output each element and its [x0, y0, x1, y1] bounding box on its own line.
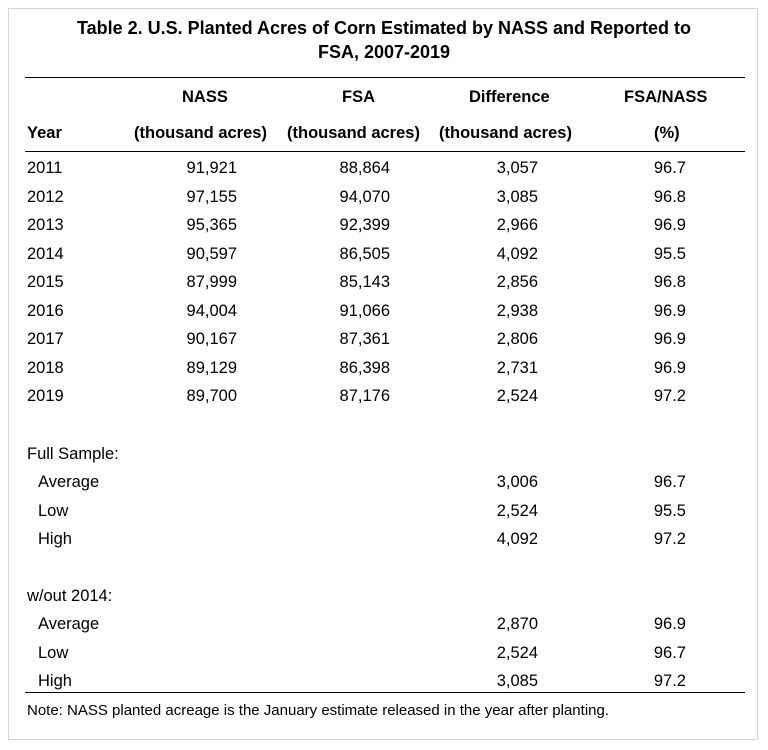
difference-cell: 2,870 — [496, 615, 538, 633]
nass-cell: 87,999 — [186, 273, 237, 291]
header-fsa-nass: FSA/NASS — [624, 88, 708, 106]
fsa-nass-pct-cell: 96.8 — [653, 273, 686, 291]
year-cell: 2016 — [27, 302, 64, 320]
year-cell: 2014 — [27, 245, 64, 263]
title-line-1: Table 2. U.S. Planted Acres of Corn Esti… — [76, 18, 692, 38]
group-label: Full Sample: — [27, 445, 119, 463]
stat-label: Average — [38, 473, 100, 491]
header-pct-unit: (%) — [654, 124, 680, 142]
difference-cell: 3,006 — [496, 473, 538, 491]
header-rule — [25, 151, 745, 152]
year-cell: 2013 — [27, 216, 64, 234]
year-cell: 2012 — [27, 188, 64, 206]
difference-cell: 2,731 — [496, 359, 538, 377]
table-title: Table 2. U.S. Planted Acres of Corn Esti… — [0, 16, 768, 64]
year-cell: 2011 — [27, 159, 63, 177]
fsa-nass-pct-cell: 96.9 — [653, 359, 686, 377]
top-rule — [25, 77, 745, 78]
stat-label: Low — [38, 502, 69, 520]
stat-label: High — [38, 672, 72, 690]
stat-label: Low — [38, 644, 69, 662]
year-cell: 2015 — [27, 273, 64, 291]
fsa-cell: 88,864 — [339, 159, 390, 177]
nass-cell: 89,700 — [186, 387, 237, 405]
nass-cell: 89,129 — [186, 359, 237, 377]
fsa-nass-pct-cell: 97.2 — [653, 387, 686, 405]
title-line-2: FSA, 2007-2019 — [317, 42, 451, 62]
header-difference: Difference — [469, 88, 550, 106]
fsa-nass-pct-cell: 95.5 — [653, 502, 686, 520]
year-cell: 2019 — [27, 387, 64, 405]
nass-cell: 94,004 — [186, 302, 237, 320]
fsa-nass-pct-cell: 96.9 — [653, 615, 686, 633]
header-nass-unit: (thousand acres) — [134, 124, 267, 142]
difference-cell: 3,085 — [496, 672, 538, 690]
year-cell: 2017 — [27, 330, 64, 348]
fsa-nass-pct-cell: 96.7 — [653, 644, 686, 662]
fsa-nass-pct-cell: 96.7 — [653, 159, 686, 177]
difference-cell: 2,524 — [496, 387, 538, 405]
difference-cell: 2,806 — [496, 330, 538, 348]
bottom-rule — [25, 692, 745, 693]
fsa-cell: 91,066 — [339, 302, 390, 320]
nass-cell: 95,365 — [186, 216, 237, 234]
difference-cell: 2,966 — [496, 216, 538, 234]
year-cell: 2018 — [27, 359, 64, 377]
fsa-nass-pct-cell: 97.2 — [653, 672, 686, 690]
difference-cell: 2,524 — [496, 644, 538, 662]
nass-cell: 91,921 — [186, 159, 237, 177]
fsa-cell: 86,505 — [339, 245, 390, 263]
table-note: Note: NASS planted acreage is the Januar… — [27, 702, 610, 719]
stat-label: High — [38, 530, 72, 548]
nass-cell: 90,167 — [186, 330, 237, 348]
fsa-nass-pct-cell: 96.8 — [653, 188, 686, 206]
group-label: w/out 2014: — [27, 587, 113, 605]
fsa-cell: 87,176 — [339, 387, 390, 405]
fsa-nass-pct-cell: 96.9 — [653, 302, 686, 320]
fsa-cell: 86,398 — [339, 359, 390, 377]
fsa-nass-pct-cell: 96.9 — [653, 330, 686, 348]
fsa-nass-pct-cell: 96.7 — [653, 473, 686, 491]
fsa-cell: 85,143 — [339, 273, 390, 291]
difference-cell: 3,085 — [496, 188, 538, 206]
fsa-cell: 92,399 — [339, 216, 390, 234]
header-year: Year — [27, 124, 62, 142]
difference-cell: 4,092 — [496, 530, 538, 548]
fsa-nass-pct-cell: 95.5 — [653, 245, 686, 263]
fsa-nass-pct-cell: 97.2 — [653, 530, 686, 548]
fsa-nass-pct-cell: 96.9 — [653, 216, 686, 234]
difference-cell: 3,057 — [496, 159, 538, 177]
header-difference-unit: (thousand acres) — [439, 124, 572, 142]
nass-cell: 97,155 — [186, 188, 237, 206]
difference-cell: 2,524 — [496, 502, 538, 520]
difference-cell: 4,092 — [496, 245, 538, 263]
difference-cell: 2,938 — [496, 302, 538, 320]
header-nass: NASS — [182, 88, 228, 106]
table-frame — [8, 8, 758, 740]
header-fsa-unit: (thousand acres) — [287, 124, 420, 142]
nass-cell: 90,597 — [186, 245, 237, 263]
fsa-cell: 87,361 — [339, 330, 390, 348]
difference-cell: 2,856 — [496, 273, 538, 291]
fsa-cell: 94,070 — [339, 188, 390, 206]
stat-label: Average — [38, 615, 100, 633]
header-fsa: FSA — [342, 88, 375, 106]
